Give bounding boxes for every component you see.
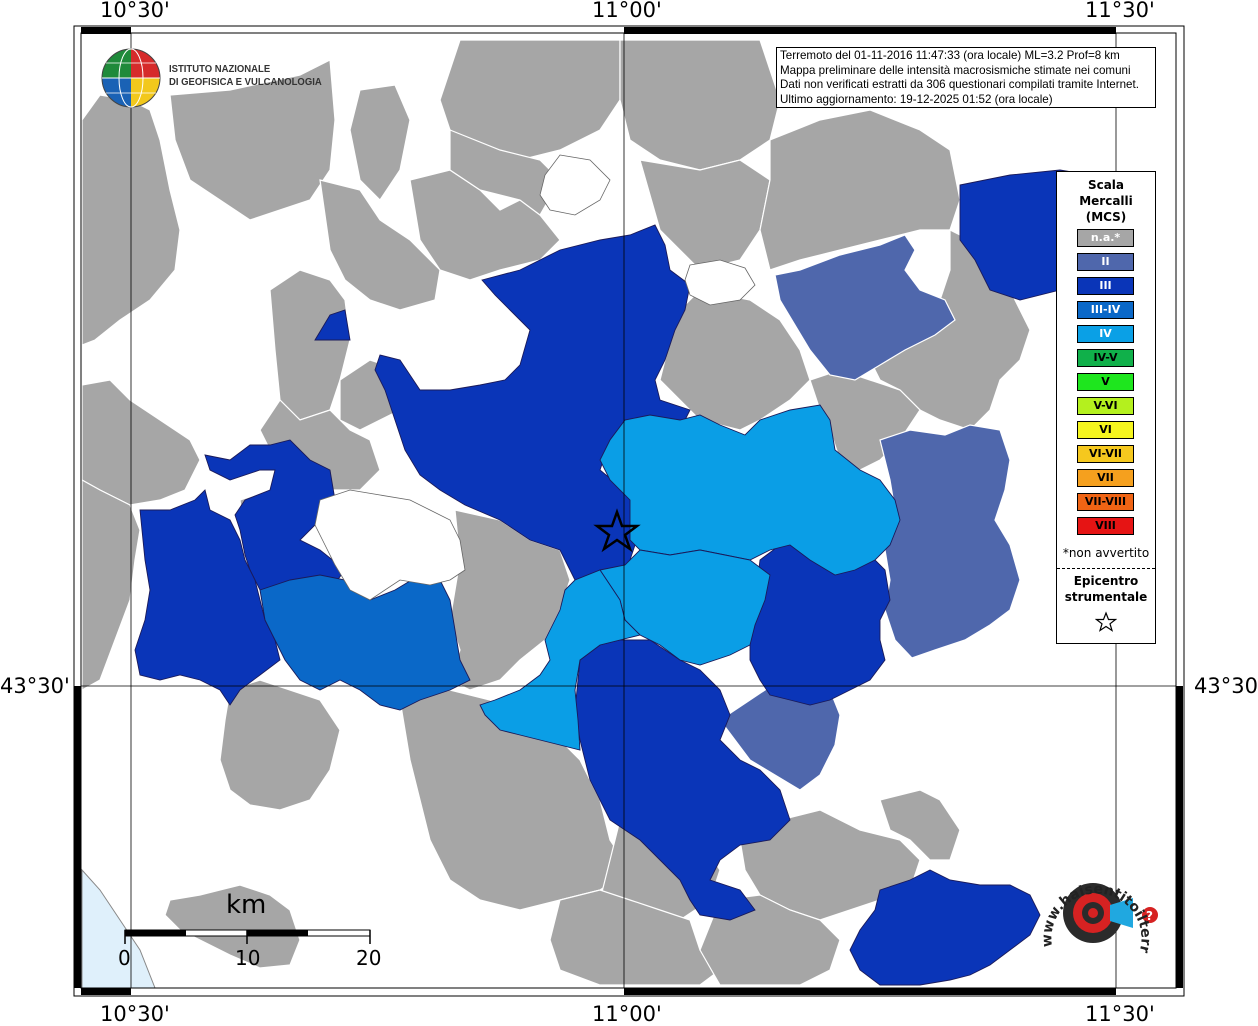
scale-label-10: 10 <box>235 946 261 970</box>
event-info-line3: Dati non verificati estratti da 306 ques… <box>780 78 1139 92</box>
event-info-line2: Mappa preliminare delle intensità macros… <box>780 63 1131 77</box>
lake-holes <box>314 154 756 601</box>
svg-text:?: ? <box>1146 909 1153 923</box>
legend-epicenter-label: Epicentro strumentale <box>1057 573 1155 605</box>
ingv-line1: ISTITUTO NAZIONALE <box>169 64 271 75</box>
legend-item: VII <box>1077 469 1134 487</box>
coord-bottom-1130: 11°30' <box>1085 1002 1155 1026</box>
coord-left-4330: 43°30' <box>0 674 70 698</box>
legend-title-line1: Scala <box>1087 178 1125 192</box>
coord-bottom-1030: 10°30' <box>100 1002 170 1026</box>
legend-title-line3: (MCS) <box>1085 210 1127 224</box>
coord-top-1130: 11°30' <box>1085 0 1155 22</box>
legend-star-icon <box>1095 611 1117 632</box>
legend-item: IV-V <box>1077 349 1134 367</box>
legend-item: IV <box>1077 325 1134 343</box>
coord-top-1030: 10°30' <box>100 0 170 22</box>
legend-item: V <box>1077 373 1134 391</box>
legend-item: III-IV <box>1077 301 1134 319</box>
legend-epicenter-line1: Epicentro <box>1073 574 1139 588</box>
legend-epicenter-line2: strumentale <box>1064 590 1148 604</box>
epicenter-star <box>593 508 641 553</box>
legend-item: III <box>1077 277 1134 295</box>
legend-title: Scala Mercalli (MCS) <box>1057 177 1155 225</box>
legend-item: VI-VII <box>1077 445 1134 463</box>
event-info-line1: Terremoto del 01-11-2016 11:47:33 (ora l… <box>780 49 1120 62</box>
event-info-box: Terremoto del 01-11-2016 11:47:33 (ora l… <box>776 47 1156 108</box>
legend-title-line2: Mercalli <box>1079 194 1133 208</box>
ingv-line2: DI GEOFISICA E VULCANOLOGIA <box>169 77 322 88</box>
scale-label-0: 0 <box>118 946 131 970</box>
event-info-line4: Ultimo aggiornamento: 19-12-2025 01:52 (… <box>780 92 1053 106</box>
coord-right-4330: 43°30' <box>1194 674 1258 698</box>
scale-label-20: 20 <box>356 946 382 970</box>
legend-item: II <box>1077 253 1134 271</box>
mcs-legend: Scala Mercalli (MCS) n.a.* II III III-IV IV I… <box>1056 171 1156 644</box>
legend-item: VI <box>1077 421 1134 439</box>
legend-item: n.a.* <box>1077 229 1134 247</box>
scale-unit: km <box>226 890 267 920</box>
legend-note: *non avvertito <box>1062 546 1150 560</box>
coord-top-1100: 11°00' <box>592 0 662 22</box>
ingv-name: ISTITUTO NAZIONALE DI GEOFISICA E VULCAN… <box>169 63 322 89</box>
legend-item: VII-VIII <box>1077 493 1134 511</box>
mcs-iv-municipalities <box>479 404 901 751</box>
map-frame <box>73 25 1185 997</box>
scale-bar <box>124 929 371 944</box>
coord-bottom-1100: 11°00' <box>592 1002 662 1026</box>
ingv-logo-icon <box>101 48 161 108</box>
legend-separator <box>1057 568 1155 569</box>
legend-item: VIII <box>1077 517 1134 535</box>
legend-item: V-VI <box>1077 397 1134 415</box>
